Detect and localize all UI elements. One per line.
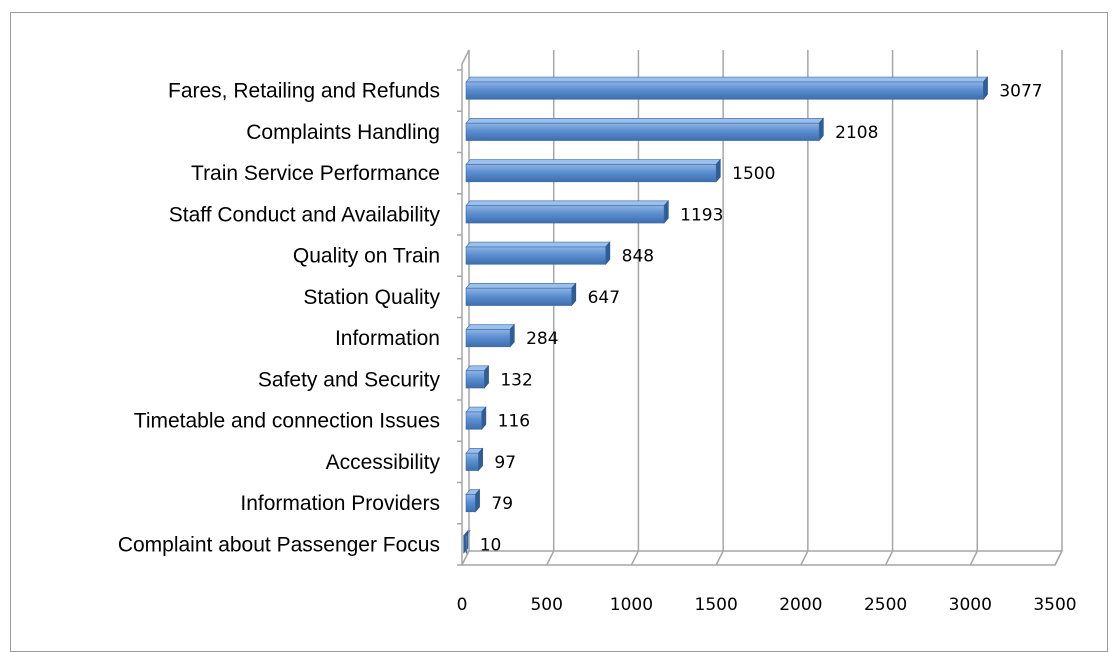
bars: [463, 76, 989, 554]
bar-front-face: [465, 246, 606, 265]
bar-chart: Fares, Retailing and Refunds Complaints H…: [118, 49, 1077, 615]
bar-front-face: [465, 164, 717, 183]
x-tick-label: 3000: [949, 595, 992, 615]
gridline-floor: [884, 550, 894, 566]
x-tick-label: 1000: [610, 595, 653, 615]
bar-front-face: [465, 81, 984, 100]
bar-front-face: [465, 329, 511, 348]
bar: [465, 282, 577, 307]
category-label: Complaint about Passenger Focus: [118, 533, 440, 556]
bar-front-face: [465, 287, 572, 306]
bar-top-face: [465, 159, 721, 165]
data-label: 1500: [732, 164, 775, 184]
bar-top-face: [465, 200, 669, 207]
bar: [465, 241, 611, 266]
bar-top-face: [465, 283, 577, 289]
gridline-floor: [715, 550, 724, 566]
gridline-floor: [969, 550, 978, 566]
category-labels: Fares, Retailing and Refunds Complaints H…: [118, 80, 441, 557]
data-label: 97: [494, 453, 516, 473]
bar: [465, 200, 669, 224]
category-label: Quality on Train: [293, 245, 440, 268]
data-label: 647: [588, 288, 620, 308]
category-label: Safety and Security: [258, 368, 441, 391]
bar-front-face: [465, 205, 665, 224]
bar-top-face: [465, 241, 611, 248]
category-label: Timetable and connection Issues: [134, 410, 440, 433]
gridline-floor: [1054, 550, 1063, 566]
bar: [465, 323, 515, 348]
x-tick-label: 2000: [779, 595, 822, 615]
x-tick-label: 2500: [864, 595, 907, 615]
x-tick-label: 500: [530, 595, 562, 615]
category-label: Information Providers: [240, 492, 440, 515]
category-label: Fares, Retailing and Refunds: [168, 80, 440, 103]
data-label: 79: [491, 494, 513, 514]
gridline-floor: [546, 550, 555, 566]
data-label: 132: [500, 370, 532, 390]
data-label: 848: [622, 247, 654, 267]
bar: [465, 406, 487, 431]
bar-front-face: [465, 411, 482, 430]
data-label: 116: [498, 412, 530, 432]
data-label: 3077: [999, 82, 1042, 102]
data-label: 2108: [835, 123, 878, 143]
data-label: 1193: [680, 205, 723, 225]
x-axis-tick-labels: 0 500 1000 1500 2000 2500 3000 3500: [457, 595, 1077, 615]
data-label: 284: [526, 329, 558, 349]
data-label: 10: [480, 535, 502, 555]
bar: [465, 447, 484, 472]
category-label: Information: [335, 327, 440, 350]
category-label: Complaints Handling: [246, 121, 440, 144]
bar-front-face: [465, 122, 820, 141]
category-label: Train Service Performance: [191, 162, 440, 185]
bar-front-face: [465, 494, 476, 513]
bar: [465, 158, 721, 183]
category-label: Staff Conduct and Availability: [169, 203, 441, 226]
value-labels: 3077 2108 1500 1193 848 647 284 132 116 97 79 10: [480, 82, 1043, 556]
bar-top-face: [465, 118, 825, 124]
bar-top-face: [465, 324, 515, 330]
bar-front-face: [465, 370, 485, 389]
x-tick-label: 3500: [1033, 595, 1076, 615]
category-label: Accessibility: [326, 451, 441, 474]
bar: [465, 365, 490, 389]
category-label: Station Quality: [303, 286, 440, 309]
x-tick-label: 0: [457, 595, 468, 615]
bar-front-face: [465, 452, 479, 471]
x-tick-label: 1500: [695, 595, 738, 615]
bar: [465, 117, 825, 142]
bar: [463, 530, 471, 554]
bar-front-face: [465, 535, 468, 554]
bar-top-face: [465, 76, 989, 83]
gridline-floor: [800, 550, 809, 566]
bar: [465, 488, 481, 513]
bar: [465, 76, 989, 101]
gridline-floor: [630, 550, 640, 566]
